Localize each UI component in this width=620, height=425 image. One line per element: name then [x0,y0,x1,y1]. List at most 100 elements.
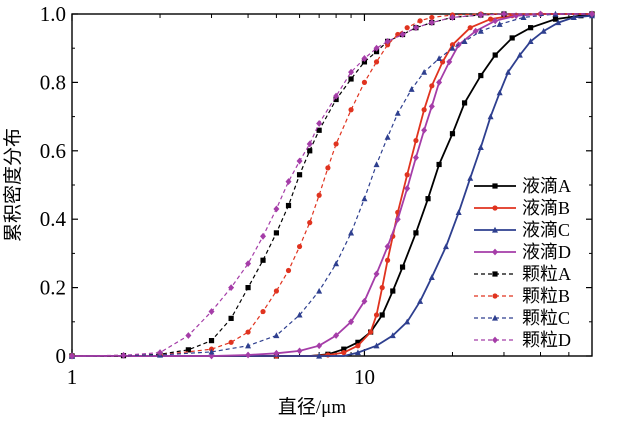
data-point [285,178,292,185]
legend-label-8: 颗粒D [522,330,571,350]
data-point [425,196,431,202]
legend-label-7: 颗粒C [522,308,570,328]
data-point [413,137,419,144]
data-point [185,347,191,353]
data-point [527,38,534,44]
data-point [316,127,322,133]
legend-label-3: 液滴C [522,220,570,240]
legend-marker-7 [492,314,498,321]
data-point [185,332,192,339]
legend-label-1: 液滴A [522,176,571,196]
x-axis-title: 直径/μm [278,396,346,418]
x-tick-label: 1 [67,365,78,389]
data-point [404,172,410,178]
data-point [421,68,428,75]
y-tick-label: 0.2 [40,276,66,300]
data-point [208,352,215,360]
data-point [260,257,266,263]
data-point [570,14,577,21]
data-point [379,285,385,291]
data-point [412,154,419,162]
data-point [509,35,515,41]
legend-label-5: 颗粒A [522,264,571,284]
data-point [390,288,396,294]
data-point [384,133,391,140]
series-line-3 [72,14,593,357]
data-point [384,42,391,48]
data-point [487,113,494,120]
data-point [449,131,456,137]
data-point [417,298,424,304]
data-point [428,102,435,110]
legend-marker-2 [492,205,498,211]
data-point [296,243,303,250]
data-point [348,229,355,236]
data-point [552,16,559,22]
data-point [69,352,75,360]
data-point [578,13,584,19]
data-point [477,11,484,19]
data-point [296,172,303,178]
data-point [355,343,361,349]
data-point [379,312,385,318]
series-line-7 [71,13,592,357]
data-point [316,342,323,350]
data-point [228,339,234,345]
data-point [354,349,361,356]
data-point [477,27,484,34]
data-point [325,165,331,171]
data-point [373,49,380,55]
data-point [413,230,419,236]
data-point [467,25,473,31]
data-point [373,312,380,318]
data-point [449,45,456,51]
data-point [355,339,361,345]
data-point [520,14,527,21]
data-point [478,72,484,79]
data-point [500,10,507,18]
data-point [245,260,252,268]
x-tick-label: 10 [354,365,375,389]
data-point [296,311,303,318]
data-point [394,109,401,116]
data-point [449,42,456,48]
data-point [273,288,280,294]
series-line-2 [72,13,592,357]
data-point [245,342,252,349]
data-point [361,195,368,202]
data-point [373,161,380,168]
data-point [348,107,354,113]
data-point [404,25,410,31]
data-point [333,141,339,147]
plot-frame [71,13,593,357]
data-point [348,318,355,326]
data-point [404,185,411,192]
series-line-8 [71,13,592,357]
data-point [399,31,406,38]
data-point [404,318,411,325]
data-point [341,349,347,356]
data-point [442,243,449,250]
data-point [428,19,435,26]
data-point [373,270,380,278]
y-tick-label: 0.8 [40,70,66,94]
data-point [436,79,443,86]
data-point [461,38,468,44]
data-point [245,351,252,359]
data-point [208,308,215,315]
legend-label-6: 颗粒B [522,286,570,306]
data-point [333,96,339,103]
data-point [436,161,442,168]
y-tick-label: 1.0 [40,2,66,26]
data-point [384,257,391,263]
data-point [421,126,428,134]
data-point [208,348,215,355]
data-point [273,230,280,236]
data-point [492,17,499,25]
data-point [333,332,340,339]
data-point [245,285,251,291]
data-point [306,140,313,148]
data-point [273,332,280,339]
legend-marker-6 [492,293,498,299]
